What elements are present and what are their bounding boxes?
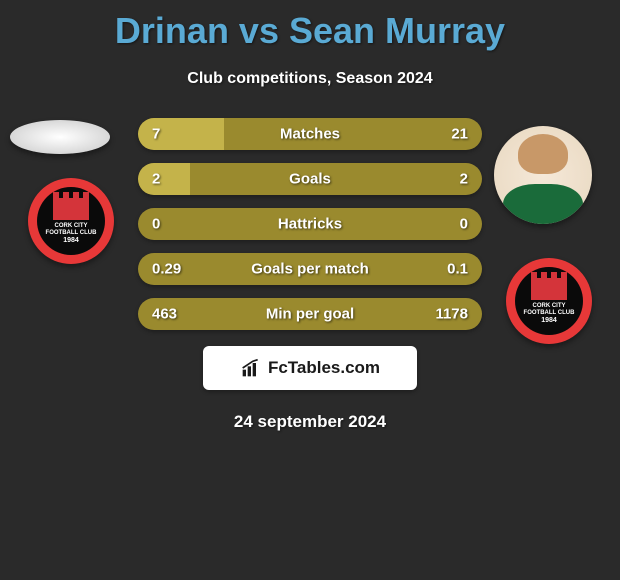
stat-row-mpg: 463 Min per goal 1178 bbox=[138, 298, 482, 330]
stat-label: Hattricks bbox=[278, 216, 342, 233]
stat-row-matches: 7 Matches 21 bbox=[138, 118, 482, 150]
chart-icon bbox=[240, 358, 262, 378]
subtitle: Club competitions, Season 2024 bbox=[0, 70, 620, 88]
page-title: Drinan vs Sean Murray bbox=[0, 0, 620, 52]
stat-left-value: 0.29 bbox=[152, 261, 181, 278]
footer-label: FcTables.com bbox=[268, 358, 380, 378]
stat-right-value: 0 bbox=[460, 216, 468, 233]
stat-label: Matches bbox=[280, 126, 340, 143]
stat-left-value: 2 bbox=[152, 171, 160, 188]
stat-right-value: 21 bbox=[451, 126, 468, 143]
stat-right-value: 1178 bbox=[435, 306, 468, 323]
stat-right-value: 2 bbox=[460, 171, 468, 188]
stat-label: Goals per match bbox=[251, 261, 369, 278]
stat-row-gpm: 0.29 Goals per match 0.1 bbox=[138, 253, 482, 285]
stat-left-value: 7 bbox=[152, 126, 160, 143]
stat-fill bbox=[138, 163, 190, 195]
stat-fill bbox=[138, 118, 224, 150]
stat-row-goals: 2 Goals 2 bbox=[138, 163, 482, 195]
stat-label: Min per goal bbox=[266, 306, 354, 323]
stat-label: Goals bbox=[289, 171, 331, 188]
stat-right-value: 0.1 bbox=[447, 261, 468, 278]
stat-left-value: 0 bbox=[152, 216, 160, 233]
stat-left-value: 463 bbox=[152, 306, 177, 323]
stats-container: 7 Matches 21 2 Goals 2 0 Hattricks 0 0.2… bbox=[0, 118, 620, 330]
footer-badge[interactable]: FcTables.com bbox=[203, 346, 417, 390]
stat-row-hattricks: 0 Hattricks 0 bbox=[138, 208, 482, 240]
date: 24 september 2024 bbox=[0, 412, 620, 432]
